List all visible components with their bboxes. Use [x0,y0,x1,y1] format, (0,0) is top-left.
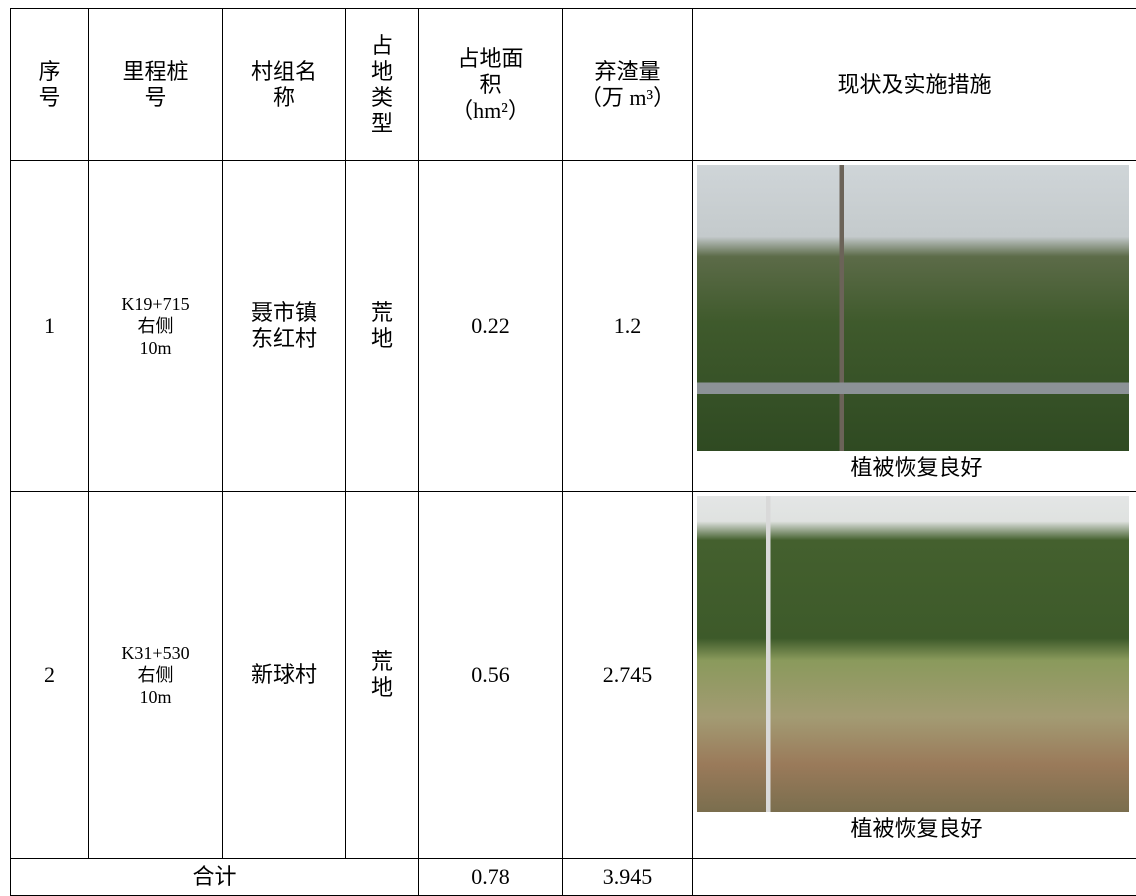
header-cell: 序号 [11,9,89,161]
cell-line: 里程桩 [122,59,188,84]
cell-line: （万 m³） [580,85,675,110]
land-cell: 荒地 [346,161,419,492]
village-cell: 聂市镇东红村 [223,161,346,492]
cell-line: 占地面 [457,46,523,71]
cell-line: 聂市镇 [251,300,317,325]
land-cell: 荒地 [346,492,419,859]
photo-caption: 植被恢复良好 [697,812,1136,846]
header-cell: 占地类型 [346,9,419,161]
header-cell: 里程桩号 [89,9,223,161]
cell-line: 地 [371,59,393,84]
cell-line: 荒 [371,649,393,674]
cell-line: 右侧 [138,665,174,685]
area-cell: 0.56 [419,492,563,859]
no-cell: 1 [11,161,89,492]
site-photo [697,496,1129,812]
cell-line: 东红村 [251,326,317,351]
cell-line: 型 [371,111,393,136]
total-spoil: 3.945 [563,859,693,896]
photo-caption: 植被恢复良好 [697,451,1136,485]
cell-line: 10m [139,338,171,358]
cell-line: （hm²） [451,98,530,123]
spoil-cell: 2.745 [563,492,693,859]
site-photo [697,165,1129,451]
header-row: 序号里程桩号村组名称占地类型占地面积（hm²）弃渣量（万 m³）现状及实施措施 [11,9,1136,161]
spoil-cell: 1.2 [563,161,693,492]
cell-line: 号 [144,85,166,110]
cell-line: 荒 [371,300,393,325]
cell-line: 弃渣量 [594,59,660,84]
cell-line: K31+530 [121,643,189,663]
cell-line: 积 [479,72,501,97]
header-cell: 现状及实施措施 [693,9,1136,161]
empty-cell [693,859,1136,896]
header-cell: 村组名称 [223,9,346,161]
cell-line: 右侧 [138,316,174,336]
total-label: 合计 [11,859,419,896]
cell-line: 称 [273,85,295,110]
area-cell: 0.22 [419,161,563,492]
cell-line: K19+715 [121,294,189,314]
total-area: 0.78 [419,859,563,896]
cell-line: 类 [371,85,393,110]
status-cell: 植被恢复良好 [693,492,1136,859]
header-cell: 占地面积（hm²） [419,9,563,161]
cell-line: 占 [371,33,393,58]
cell-line: 地 [371,675,393,700]
village-cell: 新球村 [223,492,346,859]
cell-line: 号 [38,85,60,110]
cell-line: 村组名 [251,59,317,84]
cell-line: 现状及实施措施 [837,72,991,97]
cell-line: 序 [38,59,60,84]
cell-line: 10m [139,687,171,707]
no-cell: 2 [11,492,89,859]
cell-line: 地 [371,326,393,351]
header-cell: 弃渣量（万 m³） [563,9,693,161]
status-cell: 植被恢复良好 [693,161,1136,492]
cell-line: 新球村 [251,662,317,687]
